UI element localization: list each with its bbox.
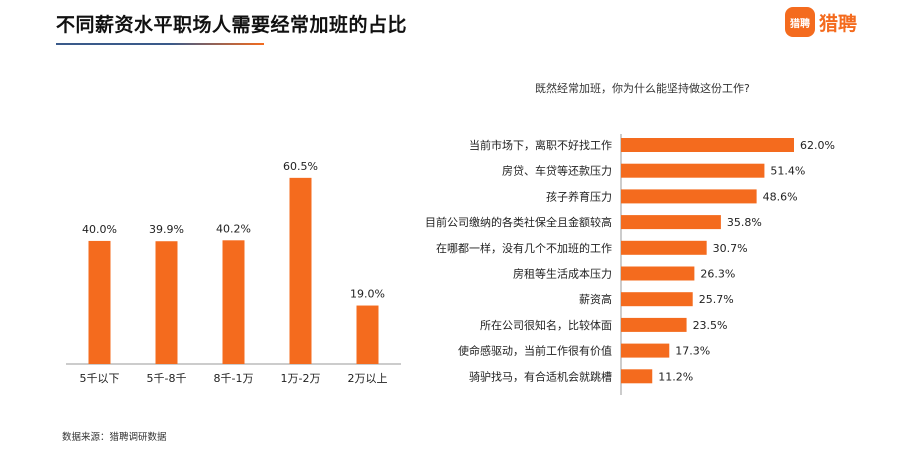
bar-7 [621,292,693,307]
bar-3 [222,240,245,364]
bar-2 [621,163,765,178]
bar-value-label: 35.8% [727,216,762,229]
bar-3 [621,189,757,204]
bar-value-label: 60.5% [283,160,318,173]
y-tick-label: 目前公司缴纳的各类社保全且金额较高 [425,215,612,229]
bar-1 [88,240,111,364]
y-tick-label: 在哪都一样，没有几个不加班的工作 [436,241,612,255]
bar-5 [356,305,379,364]
page-title: 不同薪资水平职场人需要经常加班的占比 [56,14,408,36]
bar-10 [621,369,653,384]
y-tick-label: 薪资高 [579,292,612,306]
bar-value-label: 62.0% [800,139,835,152]
bar-6 [621,266,695,281]
bar-value-label: 40.0% [82,223,117,236]
bar-value-label: 23.5% [693,319,728,332]
right-chart-title: 既然经常加班，你为什么能坚持做这份工作? [535,82,750,95]
bar-9 [621,343,670,358]
x-tick-label: 1万-2万 [281,372,321,385]
data-source-note: 数据来源：猎聘调研数据 [62,432,167,443]
bar-value-label: 26.3% [700,268,735,281]
bar-5 [621,240,707,255]
x-tick-label: 2万以上 [348,372,388,385]
bar-value-label: 11.2% [658,370,693,383]
bar-value-label: 39.9% [149,223,184,236]
bar-4 [621,215,721,230]
bar-value-label: 25.7% [699,293,734,306]
y-tick-label: 所在公司很知名，比较体面 [480,318,612,332]
y-tick-label: 使命感驱动，当前工作很有价值 [458,344,612,358]
bar-value-label: 30.7% [713,242,748,255]
x-tick-label: 5千-8千 [147,372,187,385]
y-tick-label: 孩子养育压力 [546,189,612,203]
bar-value-label: 40.2% [216,222,251,235]
bar-4 [289,177,312,364]
brand-logo: 猎聘 猎聘 [784,7,857,37]
brand-name: 猎聘 [818,12,857,35]
bar-value-label: 19.0% [350,288,385,301]
y-tick-label: 房贷、车贷等还款压力 [502,164,612,178]
x-tick-label: 5千以下 [80,372,120,385]
x-tick-label: 8千-1万 [214,372,254,385]
bar-2 [155,241,178,364]
title-underline [56,43,264,45]
brand-badge-icon: 猎聘 [784,7,815,37]
bar-8 [621,317,687,332]
bar-1 [621,138,794,152]
y-tick-label: 骑驴找马，有合适机会就跳槽 [469,369,612,383]
y-tick-label: 房租等生活成本压力 [513,267,612,281]
bar-value-label: 51.4% [770,165,805,178]
bar-value-label: 48.6% [763,190,798,203]
y-tick-label: 当前市场下，离职不好找工作 [469,138,612,152]
bar-value-label: 17.3% [675,345,710,358]
